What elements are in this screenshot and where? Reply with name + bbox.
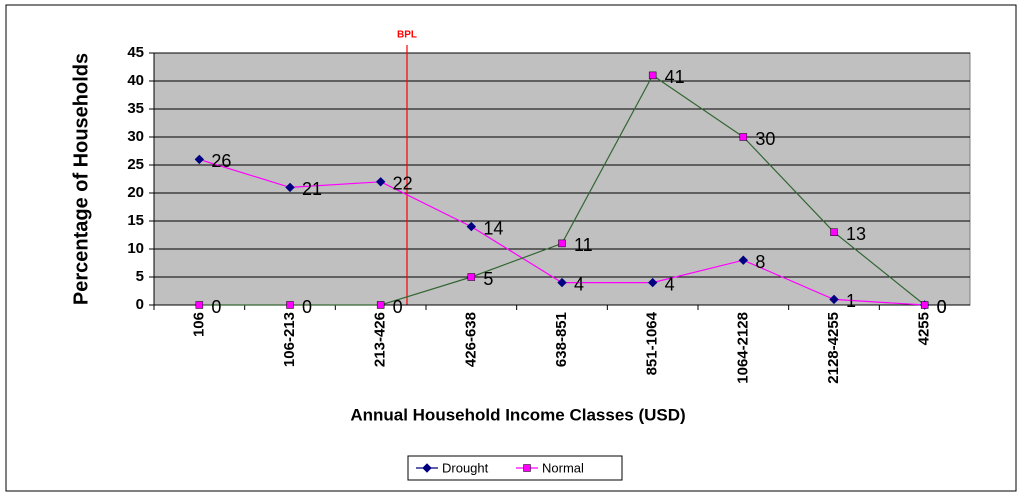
y-tick-label: 20: [127, 184, 144, 201]
data-point: [375, 177, 386, 187]
data-point: [648, 71, 657, 80]
y-tick-label: 25: [127, 156, 144, 173]
legend-marker: [422, 463, 432, 473]
data-label: 30: [755, 129, 775, 149]
x-tick-label: 4255: [916, 312, 933, 345]
data-label: 4: [665, 274, 675, 294]
y-tick-label: 40: [127, 72, 144, 89]
y-tick-label: 10: [127, 240, 144, 257]
y-tick-label: 15: [127, 212, 144, 229]
x-tick-label: 2128-4255: [825, 312, 842, 384]
y-tick-label: 5: [136, 268, 144, 285]
data-label: 8: [755, 252, 765, 272]
data-label: 22: [393, 174, 413, 194]
y-tick-label: 35: [127, 100, 144, 117]
x-tick-label: 106: [190, 312, 207, 337]
x-tick-label: 1064-2128: [734, 312, 751, 384]
data-label: 1: [846, 291, 856, 311]
data-point: [467, 273, 476, 281]
data-label: 21: [302, 179, 322, 199]
data-point: [557, 277, 567, 288]
data-point: [739, 133, 748, 141]
data-point: [376, 301, 385, 309]
x-tick-label: 851-1064: [644, 311, 661, 375]
data-label: 13: [846, 224, 866, 244]
x-tick-label: 106-213: [281, 312, 298, 367]
data-label: 26: [211, 151, 231, 171]
data-label: 11: [574, 235, 593, 255]
data-point: [647, 277, 658, 288]
data-point: [558, 239, 566, 248]
legend: [407, 455, 623, 481]
data-label: 0: [211, 297, 221, 317]
bpl-label: BPL: [397, 30, 417, 41]
data-point: [920, 301, 929, 309]
data-point: [830, 228, 838, 236]
data-label: 41: [665, 67, 685, 87]
data-label: 5: [483, 269, 493, 289]
data-point: [738, 255, 749, 265]
legend-label: Drought: [442, 460, 489, 475]
x-tick-label: 213-426: [372, 312, 389, 367]
legend-marker: [523, 464, 531, 472]
data-point: [195, 301, 204, 309]
data-point: [829, 294, 839, 305]
data-label: 14: [483, 218, 503, 238]
data-point: [286, 301, 294, 309]
y-tick-label: 45: [127, 44, 144, 61]
data-label: 0: [937, 297, 947, 317]
legend-label: Normal: [542, 460, 584, 475]
data-label: 4: [574, 274, 584, 294]
data-point: [194, 154, 205, 165]
data-label: 0: [302, 297, 312, 317]
y-tick-label: 0: [136, 296, 144, 313]
data-point: [285, 182, 295, 193]
x-axis-title: Annual Household Income Classes (USD): [350, 405, 685, 424]
x-tick-label: 638-851: [553, 312, 570, 367]
y-tick-label: 30: [127, 128, 144, 145]
x-tick-label: 426-638: [462, 312, 479, 367]
data-label: 0: [937, 297, 947, 317]
legend-items: Drought Normal: [416, 460, 584, 475]
y-axis-title: Percentage of Households: [70, 53, 92, 305]
plot-area: [153, 52, 971, 306]
data-point: [466, 221, 477, 232]
data-label: 0: [393, 297, 403, 317]
